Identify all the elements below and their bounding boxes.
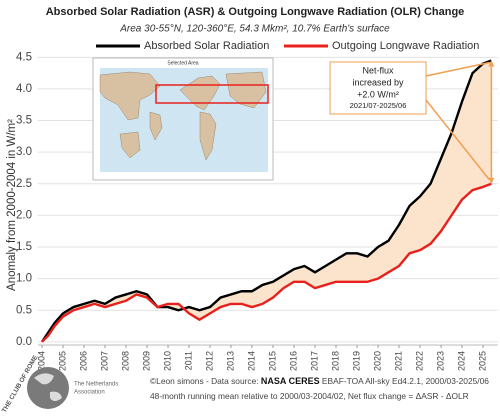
globe-land [34, 373, 62, 401]
chart-title: Absorbed Solar Radiation (ASR) & Outgoin… [46, 6, 465, 18]
land [199, 111, 217, 161]
annotation: Net-flux increased by +2.0 W/m² 2021/07-… [329, 61, 427, 115]
legend-label: Absorbed Solar Radiation [144, 40, 269, 52]
chart-subtitle: Area 30-55°N, 120-360°E, 54.3 Mkm², 10.7… [119, 24, 390, 35]
x-tick-label: 2005 [57, 351, 67, 371]
annotation-text: Net-flux [362, 65, 394, 75]
y-tick-label: 3.0 [16, 146, 32, 158]
y-tick-label: 2.5 [16, 178, 32, 190]
x-tick-label: 2004 [36, 351, 46, 371]
x-tick-label: 2018 [330, 351, 340, 371]
annotation-arrow [425, 99, 490, 181]
arrow-head [488, 177, 495, 184]
x-tick-label: 2015 [267, 351, 277, 371]
y-tick-label: 4.5 [16, 51, 32, 63]
x-tick-label: 2022 [414, 351, 424, 371]
x-tick-label: 2023 [435, 351, 445, 371]
annotation-box [329, 61, 427, 115]
net-flux-fill [42, 60, 492, 342]
x-tick-label: 2006 [78, 351, 88, 371]
plot: 0.0 0.5 1.0 1.5 2.0 2.5 3.0 3.5 4.0 4.5 2004 2005 20… [16, 51, 498, 371]
x-tick-label: 2020 [372, 351, 382, 371]
x-tick-label: 2024 [456, 351, 466, 371]
legend-label: Outgoing Longwave Radiation [332, 40, 479, 52]
x-tick-label: 2017 [309, 351, 319, 371]
land [225, 71, 267, 109]
logo-text: Association [74, 390, 105, 396]
annotation-text: increased by [352, 77, 404, 87]
x-tick-label: 2010 [162, 351, 172, 371]
x-tick-label: 2016 [288, 351, 298, 371]
annotation-text: +2.0 W/m² [357, 89, 399, 99]
y-tick-label: 1.5 [16, 241, 32, 253]
footer: 48-month running mean relative to 2000/0… [150, 391, 469, 401]
footer-text: NASA CERES [261, 376, 320, 386]
y-tick-label: 1.0 [16, 273, 32, 285]
series-line [41, 182, 492, 343]
land [99, 71, 161, 121]
arrow-head [488, 60, 495, 67]
footer-text: ©Leon simons - Data source: [150, 376, 261, 386]
x-tick-label: 2007 [99, 351, 109, 371]
land [119, 131, 141, 159]
inset-title: Selected Area [167, 60, 198, 66]
y-axis-label: Anomaly from 2000-2004 in W/m² [6, 119, 18, 291]
y-tick-label: 2.0 [16, 209, 32, 221]
y-tick-label: 0.5 [16, 304, 32, 316]
annotation-text: 2021/07-2025/06 [350, 101, 407, 110]
footer-text: EBAF-TOA All-sky Ed4.2.1, 2000/03-2025/0… [320, 376, 490, 386]
logo-text: The Netherlands [74, 382, 118, 388]
annotation-arrow [425, 61, 490, 77]
selected-area [155, 84, 269, 104]
y-tick-label: 4.0 [16, 83, 32, 95]
series-line [41, 59, 492, 343]
x-tick-label: 2012 [204, 351, 214, 371]
y-tick-label: 3.5 [16, 115, 32, 127]
x-tick-label: 2014 [246, 351, 256, 371]
x-tick-label: 2025 [477, 351, 487, 371]
x-tick-label: 2011 [183, 351, 193, 370]
x-tick-label: 2008 [120, 351, 130, 371]
x-tick-label: 2019 [351, 351, 361, 371]
x-tick-label: 2013 [225, 351, 235, 371]
x-tick-label: 2021 [393, 351, 403, 371]
globe [27, 367, 69, 409]
y-tick-label: 0.0 [16, 336, 32, 348]
footer: ©Leon simons - Data source: NASA CERES E… [150, 376, 489, 386]
x-tick-label: 2009 [141, 351, 151, 371]
inset-map: Selected Area [92, 57, 274, 181]
land [149, 111, 163, 141]
